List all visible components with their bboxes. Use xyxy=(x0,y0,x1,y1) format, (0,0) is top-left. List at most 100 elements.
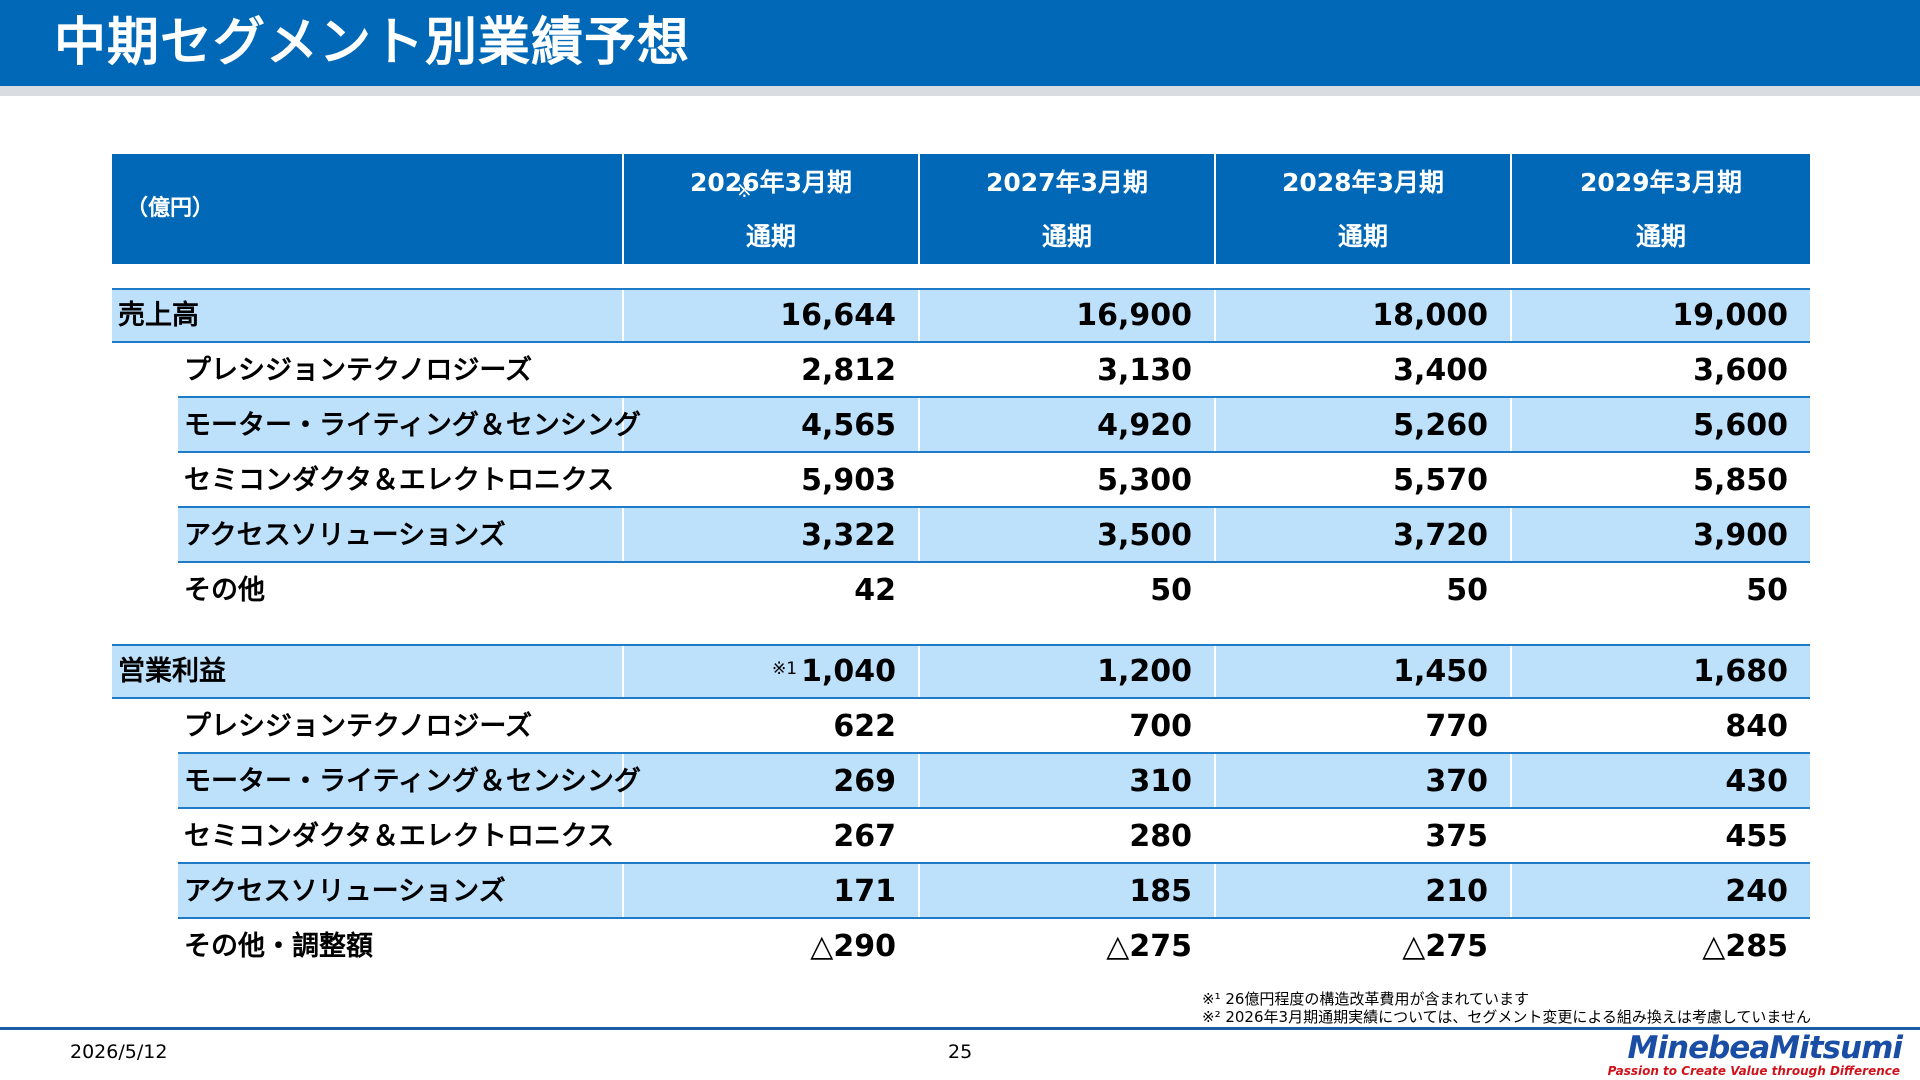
value-cell: 2,812 xyxy=(616,343,896,398)
value-text: 18,000 xyxy=(1372,298,1488,333)
value-cell: 622 xyxy=(616,699,896,754)
column-separator xyxy=(918,644,920,699)
value-cell: △285 xyxy=(1508,919,1788,974)
column-separator xyxy=(1510,644,1512,699)
value-text: 5,850 xyxy=(1693,463,1788,498)
value-cell: 5,300 xyxy=(912,453,1192,508)
table-row: プレシジョンテクノロジーズ 2,812 3,130 3,400 3,600 xyxy=(112,343,1810,398)
value-cell: 16,644 xyxy=(616,288,896,343)
value-text: 5,903 xyxy=(801,463,896,498)
row-top-rule xyxy=(112,288,1810,290)
row-shading xyxy=(178,754,1810,809)
value-text: 16,900 xyxy=(1076,298,1192,333)
value-text: △275 xyxy=(1402,929,1488,964)
column-separator xyxy=(1214,398,1216,453)
value-cell: 19,000 xyxy=(1508,288,1788,343)
table-row: セミコンダクタ＆エレクトロニクス 267 280 375 455 xyxy=(112,809,1810,864)
value-text: 210 xyxy=(1425,874,1488,909)
value-cell: 16,900 xyxy=(912,288,1192,343)
column-separator xyxy=(1214,864,1216,919)
row-rule xyxy=(178,752,1810,754)
value-text: 267 xyxy=(833,819,896,854)
value-cell: 3,130 xyxy=(912,343,1192,398)
value-cell: 50 xyxy=(1208,563,1488,618)
row-rule xyxy=(178,807,1810,809)
column-period: 2029年3月期 xyxy=(1580,168,1742,197)
table-row: モーター・ライティング＆センシング 269 310 370 430 xyxy=(112,754,1810,809)
value-cell: 3,600 xyxy=(1508,343,1788,398)
value-cell: 3,720 xyxy=(1208,508,1488,563)
row-label: プレシジョンテクノロジーズ xyxy=(184,355,533,386)
footnote-1: ※¹ 26億円程度の構造改革費用が含まれています xyxy=(1202,990,1529,1008)
value-text: 3,900 xyxy=(1693,518,1788,553)
title-bar: 中期セグメント別業績予想 xyxy=(0,0,1920,86)
value-text: 5,260 xyxy=(1393,408,1488,443)
unit-label: （億円） xyxy=(126,196,215,221)
column-span: 通期 xyxy=(745,222,796,251)
column-separator xyxy=(1214,754,1216,809)
header-separator xyxy=(622,154,624,264)
value-text: 5,600 xyxy=(1693,408,1788,443)
value-cell: 185 xyxy=(912,864,1192,919)
value-cell: 50 xyxy=(1508,563,1788,618)
value-cell: 240 xyxy=(1508,864,1788,919)
column-separator xyxy=(918,508,920,563)
column-separator xyxy=(1214,508,1216,563)
value-note-mark: ※1 xyxy=(772,659,798,679)
title-underline xyxy=(0,86,1920,96)
value-cell: 3,322 xyxy=(616,508,896,563)
column-separator xyxy=(622,508,624,563)
page-number: 25 xyxy=(948,1041,973,1063)
table-header-row: （億円） 2026年3月期 通期 ※ 2027年3月期 通期 2028年3月期 … xyxy=(112,154,1810,264)
value-cell: 18,000 xyxy=(1208,288,1488,343)
row-label: アクセスソリューションズ xyxy=(184,520,506,551)
column-separator xyxy=(622,864,624,919)
column-span: 通期 xyxy=(1337,222,1388,251)
logo-tagline: Passion to Create Value through Differen… xyxy=(1607,1064,1900,1078)
column-header-fy2027: 2027年3月期 通期 xyxy=(920,154,1214,264)
value-text: 4,920 xyxy=(1097,408,1192,443)
column-separator xyxy=(622,644,624,699)
footer-rule xyxy=(0,1027,1920,1030)
row-label: プレシジョンテクノロジーズ xyxy=(184,711,533,742)
row-shading xyxy=(178,508,1810,563)
page-title: 中期セグメント別業績予想 xyxy=(54,13,691,73)
value-text: 50 xyxy=(1150,573,1192,608)
value-text: △285 xyxy=(1702,929,1788,964)
row-rule xyxy=(178,396,1810,398)
value-cell: 3,900 xyxy=(1508,508,1788,563)
row-rule xyxy=(178,862,1810,864)
value-cell: 50 xyxy=(912,563,1192,618)
row-shading xyxy=(112,644,1810,699)
column-separator xyxy=(622,398,624,453)
row-label: その他・調整額 xyxy=(184,931,373,962)
row-rule xyxy=(178,451,1810,453)
value-cell: ※1 1,040 xyxy=(616,644,896,699)
row-rule xyxy=(178,917,1810,919)
row-top-rule xyxy=(112,644,1810,646)
value-text: 3,600 xyxy=(1693,353,1788,388)
value-text: 16,644 xyxy=(780,298,896,333)
column-span: 通期 xyxy=(1041,222,1092,251)
header-separator xyxy=(1510,154,1512,264)
value-text: 3,400 xyxy=(1393,353,1488,388)
value-cell: 171 xyxy=(616,864,896,919)
value-text: 42 xyxy=(854,573,896,608)
row-shading xyxy=(112,288,1810,343)
footnotes: ※¹ 26億円程度の構造改革費用が含まれています ※² 2026年3月期通期実績… xyxy=(1202,990,1811,1026)
value-cell: 3,400 xyxy=(1208,343,1488,398)
value-cell: 5,260 xyxy=(1208,398,1488,453)
value-text: 280 xyxy=(1129,819,1192,854)
table-total-row: 営業利益 ※1 1,040 1,200 1,450 1,680 xyxy=(112,644,1810,699)
value-text: 375 xyxy=(1425,819,1488,854)
column-note-mark: ※ xyxy=(736,178,753,202)
column-separator xyxy=(1510,288,1512,343)
row-shading xyxy=(178,864,1810,919)
value-cell: △275 xyxy=(912,919,1192,974)
value-cell: 269 xyxy=(616,754,896,809)
column-span: 通期 xyxy=(1635,222,1686,251)
value-text: 622 xyxy=(833,709,896,744)
value-text: 50 xyxy=(1446,573,1488,608)
value-cell: 280 xyxy=(912,809,1192,864)
column-separator xyxy=(1510,864,1512,919)
